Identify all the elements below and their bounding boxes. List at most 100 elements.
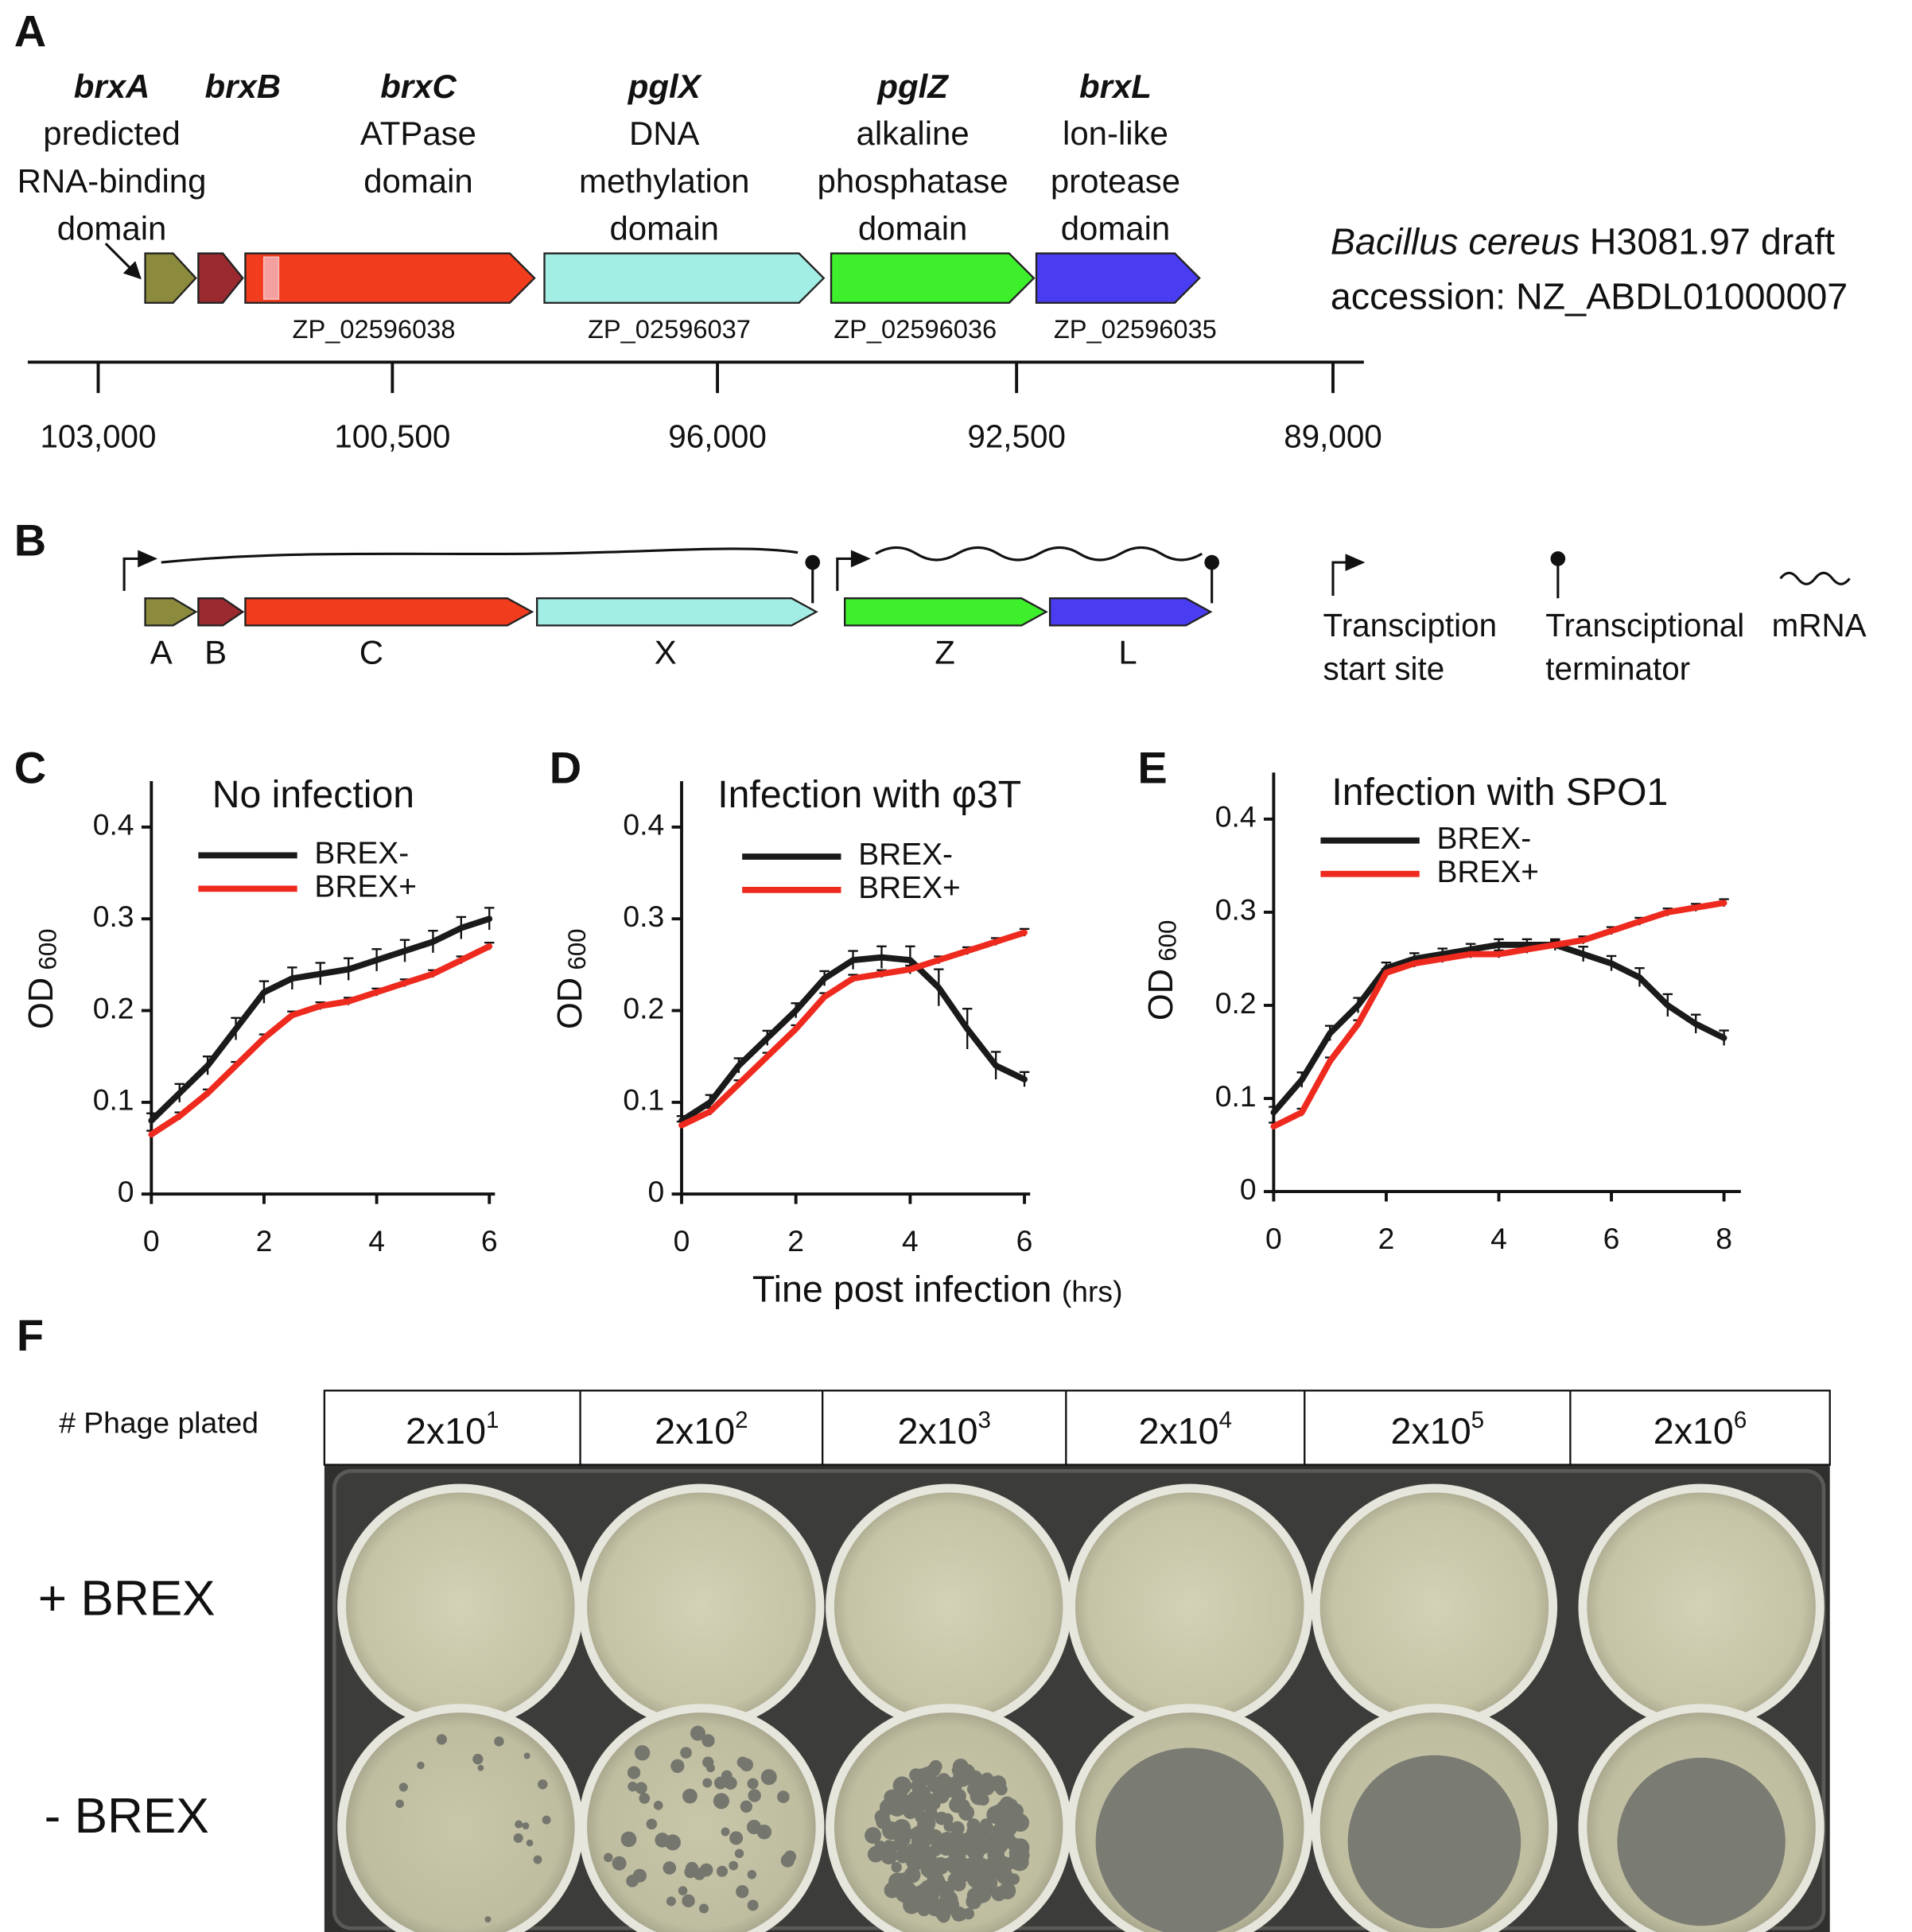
- plaque: [398, 1782, 408, 1792]
- y-label-sub: 600: [563, 929, 591, 970]
- plaque: [908, 1828, 921, 1841]
- accession-number: accession: NZ_ABDL01000007: [1331, 275, 1848, 317]
- plaque: [937, 1776, 957, 1796]
- column-base: 2x10: [655, 1410, 735, 1452]
- plaque: [542, 1815, 551, 1825]
- data-line: [1270, 941, 1727, 1116]
- panel-label: A: [14, 6, 46, 56]
- plaque: [921, 1766, 936, 1781]
- plaque: [747, 1870, 757, 1880]
- y-axis-label: OD 600: [551, 929, 591, 1029]
- gene-description: RNA-binding: [17, 162, 207, 200]
- scale-label: 100,500: [334, 418, 450, 454]
- table-header: # Phage plated: [59, 1406, 258, 1440]
- header-box: [323, 1390, 1831, 1466]
- plaque: [995, 1783, 1008, 1796]
- column-exponent: 1: [486, 1407, 499, 1433]
- x-tick-label: 0: [674, 1224, 690, 1258]
- well: [1578, 1483, 1825, 1730]
- plaque: [627, 1766, 641, 1779]
- plaque: [417, 1761, 425, 1770]
- plaque: [917, 1814, 936, 1833]
- plaque: [997, 1817, 1014, 1835]
- x-tick-label: 6: [1016, 1224, 1033, 1258]
- plaque: [702, 1778, 713, 1788]
- gene-name: brxL: [1079, 68, 1152, 105]
- promoter-head: [138, 550, 158, 568]
- chart-title: Infection with SPO1: [1331, 771, 1668, 814]
- y-tick-label: 0: [1240, 1172, 1257, 1206]
- gene-arrow: [197, 252, 244, 304]
- plaque: [959, 1832, 979, 1851]
- terminator-head: [1204, 554, 1220, 570]
- column-label: 2x101: [406, 1407, 499, 1452]
- y-tick-label: 0.4: [93, 808, 134, 842]
- column-exponent: 6: [1734, 1407, 1747, 1433]
- column-label: 2x104: [1139, 1407, 1233, 1452]
- plaque: [966, 1782, 981, 1796]
- promoter: [122, 557, 141, 591]
- row-label: - BREX: [45, 1789, 209, 1844]
- plaque: [729, 1831, 744, 1845]
- gene-name: brxB: [205, 68, 282, 105]
- x-tick-label: 0: [1265, 1222, 1282, 1255]
- legend-label: BREX-: [314, 837, 409, 871]
- y-label-sub: 600: [34, 929, 62, 970]
- plaque: [634, 1745, 651, 1761]
- plaque: [880, 1847, 898, 1865]
- y-tick-label: 0: [118, 1175, 134, 1208]
- plaque: [513, 1833, 523, 1843]
- gene-letter: C: [359, 634, 383, 671]
- gene-name: brxA: [74, 68, 150, 105]
- transcript-symbols: [122, 546, 1851, 604]
- column-label: 2x103: [897, 1407, 991, 1452]
- plaque: [515, 1820, 523, 1829]
- plaque: [680, 1747, 692, 1759]
- plaques: [1095, 1747, 1284, 1932]
- plaque: [952, 1872, 966, 1886]
- gene-arrow: [536, 597, 818, 627]
- y-tick-label: 0.2: [93, 991, 134, 1024]
- y-tick-label: 0.4: [1215, 800, 1257, 834]
- plaque: [670, 1759, 685, 1773]
- plaque: [865, 1827, 882, 1845]
- plaque: [740, 1800, 753, 1813]
- gene-arrow: [843, 597, 1048, 627]
- accession: ZP_02596036: [834, 314, 997, 344]
- domain-box: [262, 256, 280, 300]
- gene-description: phosphatase: [818, 162, 1008, 200]
- y-label-main: OD: [22, 978, 60, 1029]
- data-line: [1270, 900, 1727, 1130]
- row-label: + BREX: [38, 1571, 216, 1626]
- panel-label: B: [14, 515, 46, 566]
- plaque: [991, 1886, 1007, 1902]
- terminator-head: [805, 554, 821, 570]
- promoter: [836, 557, 854, 591]
- plaque: [909, 1768, 923, 1782]
- plaque: [911, 1853, 927, 1869]
- species: Bacillus cereus: [1331, 221, 1580, 262]
- y-tick-label: 0.3: [623, 900, 664, 933]
- gene-description: ATPase: [360, 115, 476, 152]
- column-base: 2x10: [1654, 1410, 1734, 1452]
- plaques: [1347, 1755, 1521, 1929]
- y-label-main: OD: [551, 978, 589, 1029]
- plaque: [891, 1861, 902, 1873]
- gene-letter: L: [1118, 634, 1137, 671]
- lysis-zone: [1347, 1755, 1521, 1929]
- plaque: [896, 1848, 910, 1864]
- plaque: [927, 1872, 945, 1891]
- plaque: [736, 1885, 749, 1899]
- lysis-zone: [1095, 1747, 1284, 1932]
- strain: H3081.97 draft: [1590, 221, 1835, 262]
- y-tick-label: 0.3: [1215, 893, 1257, 927]
- x-tick-label: 2: [787, 1224, 804, 1258]
- legend-promoter: [1331, 561, 1348, 597]
- plaque: [538, 1779, 548, 1790]
- y-tick-label: 0.2: [1215, 986, 1257, 1020]
- plaque: [935, 1857, 946, 1870]
- plaque: [494, 1736, 504, 1747]
- x-tick-label: 2: [256, 1224, 273, 1258]
- x-tick-label: 6: [1603, 1222, 1620, 1255]
- plaque: [1008, 1845, 1027, 1862]
